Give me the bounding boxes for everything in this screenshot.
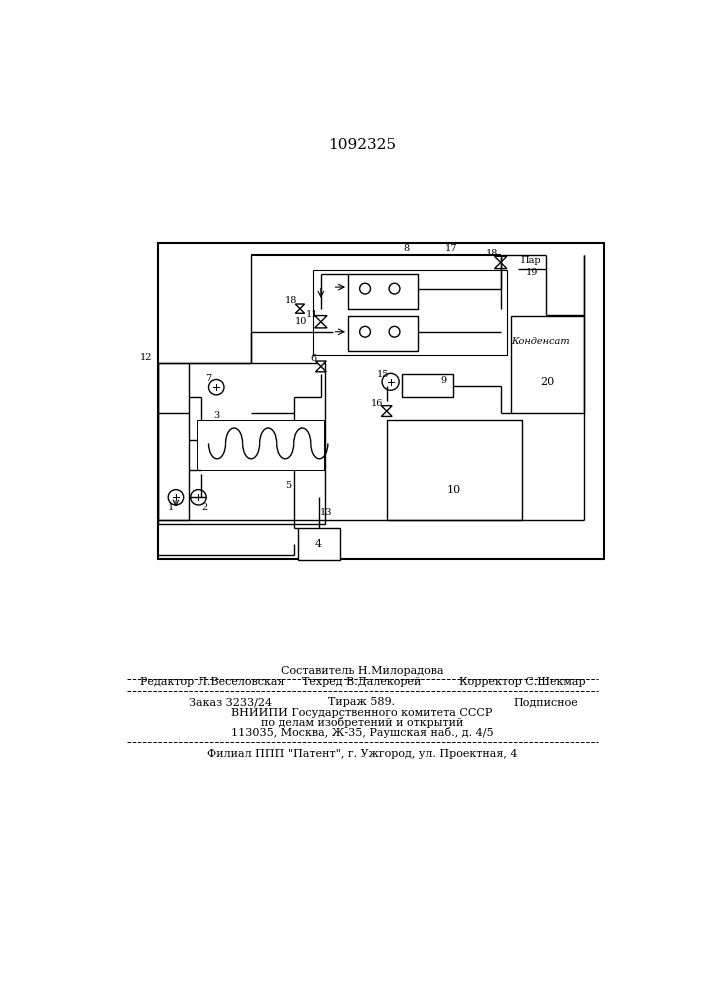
Circle shape xyxy=(191,490,206,505)
Text: 7: 7 xyxy=(205,374,211,383)
Text: 12: 12 xyxy=(140,353,153,362)
Polygon shape xyxy=(315,366,327,372)
Text: 6: 6 xyxy=(310,354,316,363)
Text: 17: 17 xyxy=(445,244,457,253)
Text: Тираж 589.: Тираж 589. xyxy=(328,697,395,707)
Text: 4: 4 xyxy=(315,539,322,549)
Text: Филиал ППП "Патент", г. Ужгород, ул. Проектная, 4: Филиал ППП "Патент", г. Ужгород, ул. Про… xyxy=(206,749,518,759)
Circle shape xyxy=(389,326,400,337)
Text: Подписное: Подписное xyxy=(513,697,578,707)
Text: 1092325: 1092325 xyxy=(328,138,396,152)
Circle shape xyxy=(209,379,224,395)
Text: 11: 11 xyxy=(305,310,318,319)
Text: 2: 2 xyxy=(201,503,208,512)
Bar xyxy=(348,274,418,309)
Text: по делам изобретений и открытий: по делам изобретений и открытий xyxy=(261,717,463,728)
Bar xyxy=(348,316,418,351)
Bar xyxy=(158,363,325,524)
Text: Конденсат: Конденсат xyxy=(510,337,569,346)
Bar xyxy=(387,420,522,520)
Polygon shape xyxy=(315,316,327,322)
Text: 13: 13 xyxy=(320,508,332,517)
Circle shape xyxy=(382,373,399,390)
Circle shape xyxy=(360,326,370,337)
Text: 5: 5 xyxy=(285,481,291,490)
Text: 20: 20 xyxy=(540,377,554,387)
Text: 1: 1 xyxy=(168,503,174,512)
Bar xyxy=(298,528,340,560)
Polygon shape xyxy=(315,361,327,366)
Bar xyxy=(158,363,189,520)
Circle shape xyxy=(360,283,370,294)
Text: Составитель Н.Милорадова: Составитель Н.Милорадова xyxy=(281,666,443,676)
Text: 10: 10 xyxy=(447,485,461,495)
Text: 15: 15 xyxy=(377,370,389,379)
Text: 18: 18 xyxy=(285,296,298,305)
Text: 8: 8 xyxy=(403,244,409,253)
Text: 3: 3 xyxy=(213,411,219,420)
Bar xyxy=(158,243,604,559)
Bar xyxy=(510,316,585,413)
Polygon shape xyxy=(315,322,327,328)
Polygon shape xyxy=(494,256,507,262)
Text: 9: 9 xyxy=(440,376,446,385)
Text: 16: 16 xyxy=(371,399,384,408)
Text: Техред В.Далекорей: Техред В.Далекорей xyxy=(303,677,421,687)
Polygon shape xyxy=(296,309,305,313)
Text: Пар: Пар xyxy=(521,256,542,265)
Bar xyxy=(313,270,507,355)
Text: 10: 10 xyxy=(296,317,308,326)
Text: 18: 18 xyxy=(486,249,498,258)
Text: ВНИИПИ Государственного комитета СССР: ВНИИПИ Государственного комитета СССР xyxy=(231,708,493,718)
Circle shape xyxy=(389,283,400,294)
Text: 19: 19 xyxy=(525,268,538,277)
Polygon shape xyxy=(381,411,392,416)
Text: Редактор Л.Веселовская: Редактор Л.Веселовская xyxy=(140,677,285,687)
Polygon shape xyxy=(494,262,507,269)
Bar xyxy=(197,420,324,470)
Text: 113035, Москва, Ж-35, Раушская наб., д. 4/5: 113035, Москва, Ж-35, Раушская наб., д. … xyxy=(230,727,493,738)
Polygon shape xyxy=(381,406,392,411)
Text: Заказ 3233/24: Заказ 3233/24 xyxy=(189,697,272,707)
Polygon shape xyxy=(296,304,305,309)
Bar xyxy=(402,374,452,397)
Text: Корректор С.Шекмар: Корректор С.Шекмар xyxy=(459,677,585,687)
Circle shape xyxy=(168,490,184,505)
